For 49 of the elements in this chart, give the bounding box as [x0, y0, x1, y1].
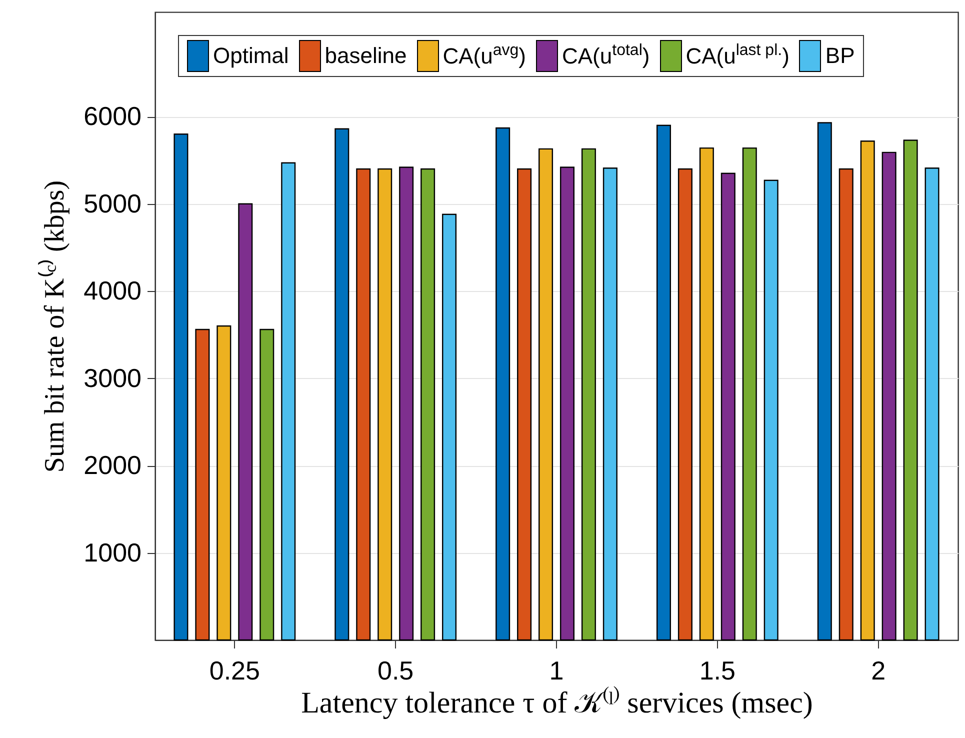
x-tick-label: 0.5 — [378, 656, 414, 686]
bar — [420, 168, 436, 641]
bar — [216, 325, 232, 641]
bar — [356, 168, 371, 641]
bar — [496, 127, 510, 641]
x-tick-label: 2 — [871, 656, 886, 686]
bar — [924, 168, 940, 641]
y-tick-label: 6000 — [84, 101, 142, 132]
y-tick-label: 4000 — [84, 276, 142, 306]
legend-label: Optimal — [213, 43, 289, 69]
legend-label: CA(u$^{avg}$) — [442, 42, 526, 70]
y-tick-label: 3000 — [84, 362, 142, 393]
x-tick-label: 0.25 — [209, 656, 260, 686]
bar — [699, 147, 714, 641]
legend-label: CA(u$^{total}$) — [562, 42, 650, 70]
bar — [195, 328, 210, 641]
bar — [720, 172, 736, 641]
legend-label: CA(u$^{last pl.}$) — [686, 42, 790, 70]
bar — [538, 148, 554, 641]
bar — [442, 214, 457, 641]
bar — [817, 122, 832, 641]
bar — [238, 203, 253, 641]
bar — [281, 162, 296, 641]
bar — [742, 147, 757, 641]
y-axis-title: Sum bit rate of K⁽ᶜ⁾ (kbps) — [38, 180, 71, 473]
bar — [581, 148, 596, 641]
legend-label: baseline — [324, 43, 407, 69]
y-tick-label: 2000 — [84, 450, 142, 480]
bar — [764, 180, 778, 641]
bar — [678, 168, 692, 641]
x-tick-label: 1 — [549, 656, 564, 686]
bar — [378, 168, 392, 641]
bar — [260, 328, 274, 641]
bar — [399, 166, 414, 641]
bar — [903, 140, 918, 641]
x-axis-title: Latency tolerance τ of 𝒦⁽ˡ⁾ services (msec) — [301, 686, 813, 720]
legend-label: BP — [825, 43, 855, 69]
bar — [602, 168, 618, 641]
bar — [517, 168, 532, 641]
bar — [882, 152, 896, 641]
bar — [838, 168, 854, 641]
bar — [560, 166, 574, 641]
bar — [334, 128, 350, 641]
bar — [174, 134, 188, 641]
x-tick-label: 1.5 — [699, 656, 736, 686]
y-tick-label: 5000 — [84, 188, 142, 218]
bar — [860, 140, 875, 641]
y-tick-label: 1000 — [84, 537, 142, 568]
bar — [656, 124, 671, 641]
